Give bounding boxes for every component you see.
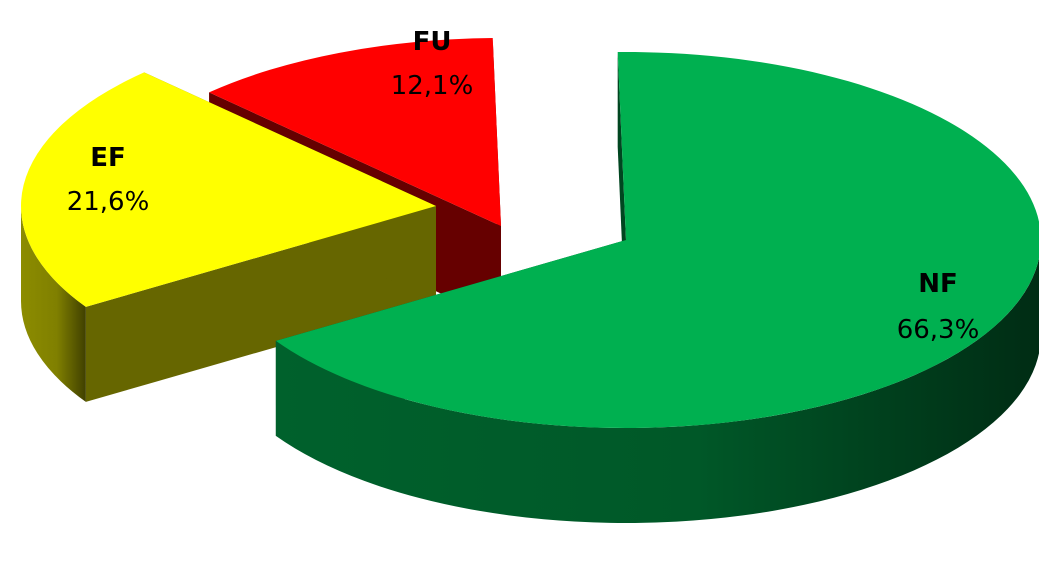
slice-name-label-ef: EF [90,143,126,173]
slice-side-nf-0 [275,258,1039,523]
slice-value-label-nf: 66,3% [897,315,980,345]
slice-name-label-fu: FU [413,27,452,57]
slice-side-ef-0 [21,206,86,402]
slice-name-label-nf: NF [918,269,958,299]
slice-top-ef [21,72,437,307]
slice-value-label-fu: 12,1% [391,71,474,101]
pie-slice-nf [275,52,1039,523]
pie-slice-ef [21,72,437,402]
slice-top-fu [209,38,502,226]
slice-value-label-ef: 21,6% [67,187,150,217]
slice-top-nf [275,52,1039,428]
